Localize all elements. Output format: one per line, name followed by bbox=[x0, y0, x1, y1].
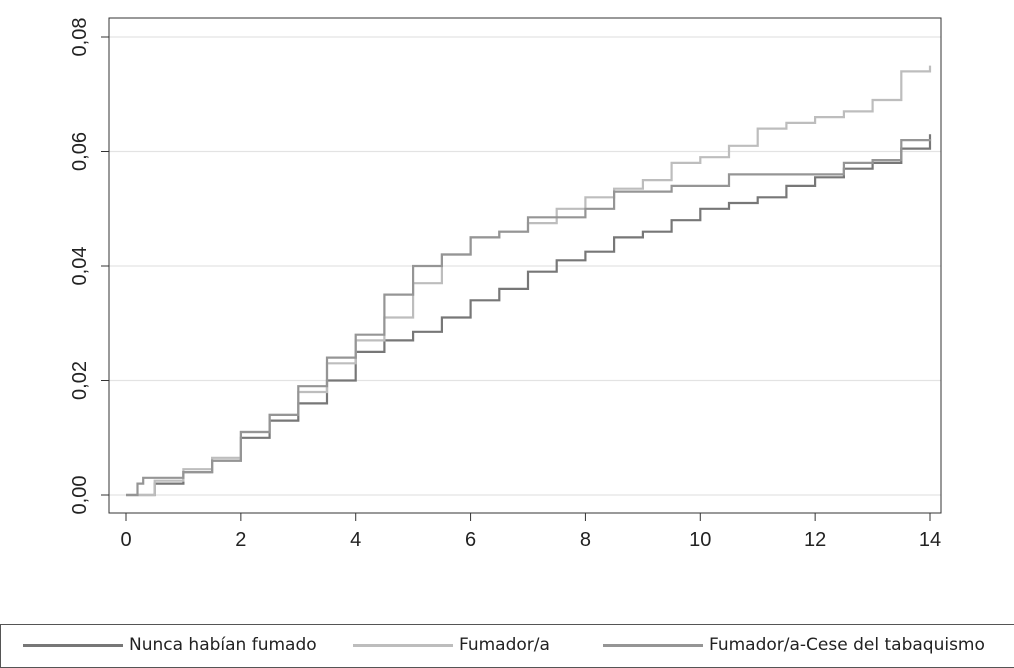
series-line-3 bbox=[126, 139, 932, 497]
legend-label-series-2: Fumador/a bbox=[459, 635, 550, 655]
y-tick-label: 0,08 bbox=[69, 18, 91, 57]
legend-swatch-series-1 bbox=[23, 643, 123, 647]
x-tick-label: 6 bbox=[465, 529, 476, 551]
grid-lines bbox=[109, 36, 941, 496]
legend-label-series-3: Fumador/a-Cese del tabaquismo bbox=[709, 635, 985, 655]
y-tick-label: 0,06 bbox=[69, 132, 91, 171]
series-lines bbox=[126, 65, 932, 497]
x-tick-label: 10 bbox=[689, 529, 711, 551]
x-tick-label: 0 bbox=[120, 529, 131, 551]
x-tick-label: 8 bbox=[580, 529, 591, 551]
y-tick-label: 0,02 bbox=[69, 361, 91, 400]
series-line-1 bbox=[126, 134, 932, 497]
axes: 0,00 0,02 0,04 0,06 0,08 0 2 4 6 8 10 12 14 bbox=[69, 18, 941, 551]
legend-item-series-1: Nunca habían fumado bbox=[23, 625, 317, 665]
km-chart: 0,00 0,02 0,04 0,06 0,08 0 2 4 6 8 10 12 14 bbox=[69, 17, 942, 551]
legend-label-series-1: Nunca habían fumado bbox=[129, 635, 317, 655]
x-tick-label: 2 bbox=[235, 529, 246, 551]
x-tick-label: 14 bbox=[919, 529, 941, 551]
x-tick-label: 12 bbox=[804, 529, 826, 551]
legend: Nunca habían fumado Fumador/a Fumador/a-… bbox=[0, 624, 1014, 668]
legend-swatch-series-3 bbox=[603, 643, 703, 647]
y-tick-label: 0,04 bbox=[69, 247, 91, 286]
legend-swatch-series-2 bbox=[353, 643, 453, 647]
x-tick-label: 4 bbox=[350, 529, 361, 551]
legend-item-series-2: Fumador/a bbox=[353, 625, 550, 665]
y-tick-label: 0,00 bbox=[69, 476, 91, 515]
legend-item-series-3: Fumador/a-Cese del tabaquismo bbox=[603, 625, 985, 665]
